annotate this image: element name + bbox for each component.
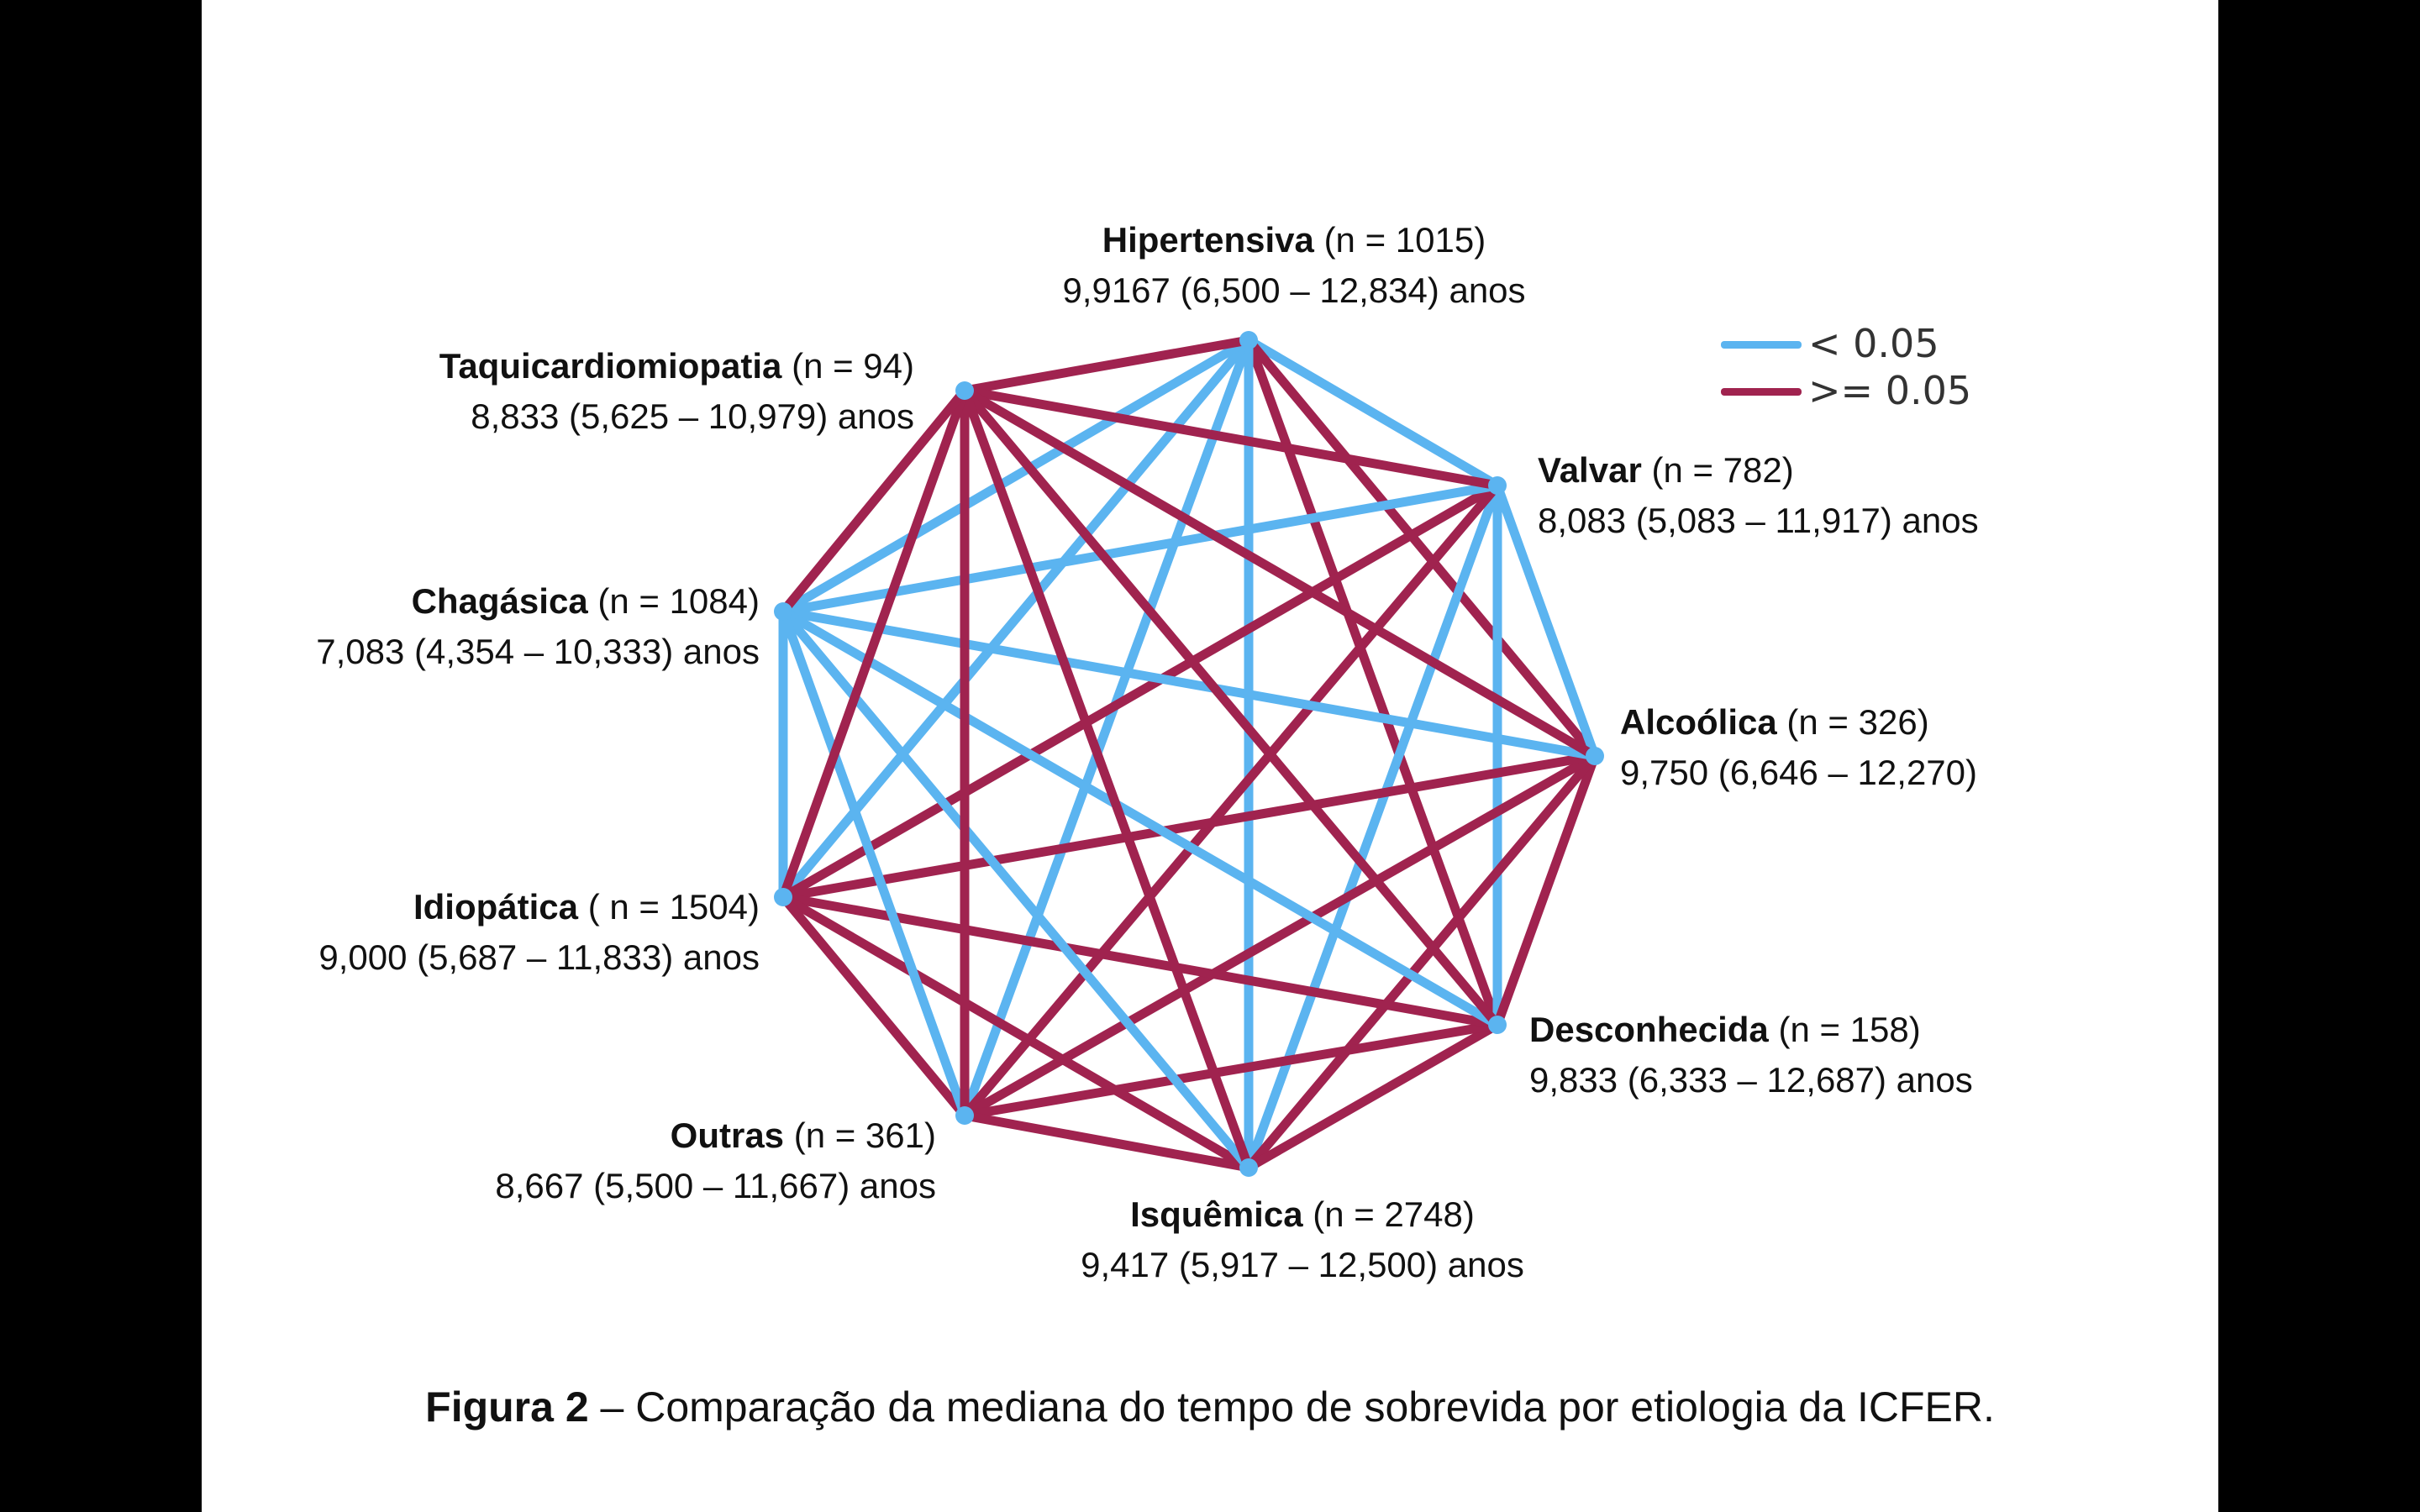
node-name: Outras bbox=[670, 1116, 785, 1155]
node-count: (n = 361) bbox=[793, 1116, 936, 1155]
node-label-valvar: Valvar (n = 782) 8,083 (5,083 – 11,917) … bbox=[1538, 445, 1979, 546]
node-name: Isquêmica bbox=[1130, 1194, 1303, 1234]
edges-layer bbox=[778, 335, 1600, 1173]
edge-valvar-isquemica bbox=[1244, 480, 1502, 1173]
node-name: Taquicardiomiopatia bbox=[439, 346, 782, 386]
node-count: (n = 94) bbox=[792, 346, 914, 386]
edge-isquemica-idiopatica bbox=[778, 892, 1254, 1173]
node-count: (n = 1084) bbox=[597, 581, 760, 621]
edge-desconhecida-outras bbox=[960, 1020, 1502, 1121]
caption-text: – Comparação da mediana do tempo de sobr… bbox=[588, 1383, 1995, 1431]
node-median: 9,9167 (6,500 – 12,834) anos bbox=[1062, 270, 1526, 310]
edge-alcoolica-desconhecida bbox=[1492, 751, 1600, 1030]
edge-outras-chagasica bbox=[778, 606, 970, 1121]
edge-hipertensiva-alcoolica bbox=[1244, 335, 1600, 761]
nodes-layer bbox=[774, 331, 1604, 1177]
node-label-outras: Outras (n = 361) 8,667 (5,500 – 11,667) … bbox=[361, 1110, 936, 1211]
figure-caption: Figura 2 – Comparação da mediana do temp… bbox=[0, 1378, 2420, 1436]
edge-isquemica-chagasica bbox=[778, 606, 1254, 1173]
edge-hipertensiva-desconhecida bbox=[1244, 335, 1502, 1030]
node-median: 9,833 (6,333 – 12,687) anos bbox=[1529, 1060, 1973, 1100]
node-name: Idiopática bbox=[413, 887, 579, 927]
edge-alcoolica-taquicardiomiopatia bbox=[960, 386, 1600, 761]
node-label-isquemica: Isquêmica (n = 2748) 9,417 (5,917 – 12,5… bbox=[958, 1189, 1647, 1290]
node-name: Hipertensiva bbox=[1102, 220, 1314, 260]
node-desconhecida bbox=[1488, 1016, 1507, 1034]
edge-valvar-idiopatica bbox=[778, 480, 1502, 902]
legend-label: >= 0.05 bbox=[1808, 368, 1972, 413]
edge-valvar-chagasica bbox=[778, 480, 1502, 617]
node-median: 8,833 (5,625 – 10,979) anos bbox=[471, 396, 914, 436]
legend-swatch-not-significant bbox=[1721, 388, 1802, 396]
edge-alcoolica-chagasica bbox=[778, 606, 1600, 761]
node-count: (n = 326) bbox=[1786, 702, 1929, 742]
edge-outras-idiopatica bbox=[778, 892, 970, 1121]
node-count: (n = 1015) bbox=[1323, 220, 1486, 260]
edge-valvar-alcoolica bbox=[1492, 480, 1600, 761]
caption-label: Figura 2 bbox=[425, 1383, 589, 1431]
node-valvar bbox=[1488, 476, 1507, 495]
node-idiopatica bbox=[774, 888, 792, 906]
edge-desconhecida-isquemica bbox=[1244, 1020, 1502, 1173]
node-alcoolica bbox=[1586, 747, 1604, 765]
node-isquemica bbox=[1239, 1158, 1258, 1177]
legend-swatch-significant bbox=[1721, 341, 1802, 349]
node-label-hipertensiva: Hipertensiva (n = 1015) 9,9167 (6,500 – … bbox=[950, 215, 1639, 316]
node-label-chagasica: Chagásica (n = 1084) 7,083 (4,354 – 10,3… bbox=[252, 576, 760, 677]
node-median: 9,417 (5,917 – 12,500) anos bbox=[1081, 1245, 1524, 1284]
node-median: 8,667 (5,500 – 11,667) anos bbox=[495, 1166, 936, 1205]
edge-alcoolica-outras bbox=[960, 751, 1600, 1121]
legend-label: < 0.05 bbox=[1808, 321, 1939, 366]
node-median: 9,000 (5,687 – 11,833) anos bbox=[318, 937, 760, 977]
node-count: ( n = 1504) bbox=[587, 887, 760, 927]
node-count: (n = 158) bbox=[1778, 1010, 1921, 1049]
edge-isquemica-taquicardiomiopatia bbox=[960, 386, 1254, 1173]
node-hipertensiva bbox=[1239, 331, 1258, 349]
node-median: 7,083 (4,354 – 10,333) anos bbox=[316, 632, 760, 671]
figure-panel bbox=[202, 0, 2218, 1512]
node-label-alcoolica: Alcoólica (n = 326) 9,750 (6,646 – 12,27… bbox=[1620, 697, 1977, 798]
edge-chagasica-taquicardiomiopatia bbox=[778, 386, 970, 617]
node-name: Alcoólica bbox=[1620, 702, 1777, 742]
node-label-idiopatica: Idiopática ( n = 1504) 9,000 (5,687 – 11… bbox=[252, 882, 760, 983]
edge-hipertensiva-chagasica bbox=[778, 335, 1254, 617]
edge-desconhecida-taquicardiomiopatia bbox=[960, 386, 1502, 1030]
node-label-taquicardiomiopatia: Taquicardiomiopatia (n = 94) 8,833 (5,62… bbox=[336, 341, 914, 442]
edge-hipertensiva-taquicardiomiopatia bbox=[960, 335, 1254, 396]
edge-hipertensiva-valvar bbox=[1244, 335, 1502, 491]
node-name: Valvar bbox=[1538, 450, 1642, 490]
node-chagasica bbox=[774, 602, 792, 621]
node-name: Desconhecida bbox=[1529, 1010, 1769, 1049]
node-count: (n = 782) bbox=[1651, 450, 1794, 490]
edge-desconhecida-chagasica bbox=[778, 606, 1502, 1030]
edge-desconhecida-idiopatica bbox=[778, 892, 1502, 1030]
node-count: (n = 2748) bbox=[1313, 1194, 1475, 1234]
node-label-desconhecida: Desconhecida (n = 158) 9,833 (6,333 – 12… bbox=[1529, 1005, 1973, 1105]
edge-valvar-taquicardiomiopatia bbox=[960, 386, 1502, 491]
node-median: 9,750 (6,646 – 12,270) bbox=[1620, 753, 1978, 792]
node-outras bbox=[955, 1106, 974, 1125]
edge-valvar-outras bbox=[960, 480, 1502, 1121]
edge-alcoolica-idiopatica bbox=[778, 751, 1600, 902]
node-median: 8,083 (5,083 – 11,917) anos bbox=[1538, 501, 1979, 540]
edge-idiopatica-taquicardiomiopatia bbox=[778, 386, 970, 902]
edge-alcoolica-isquemica bbox=[1244, 751, 1600, 1173]
edge-isquemica-outras bbox=[960, 1110, 1254, 1173]
node-name: Chagásica bbox=[411, 581, 588, 621]
edge-hipertensiva-idiopatica bbox=[778, 335, 1254, 902]
node-taquicardiomiopatia bbox=[955, 381, 974, 400]
edge-hipertensiva-outras bbox=[960, 335, 1254, 1121]
